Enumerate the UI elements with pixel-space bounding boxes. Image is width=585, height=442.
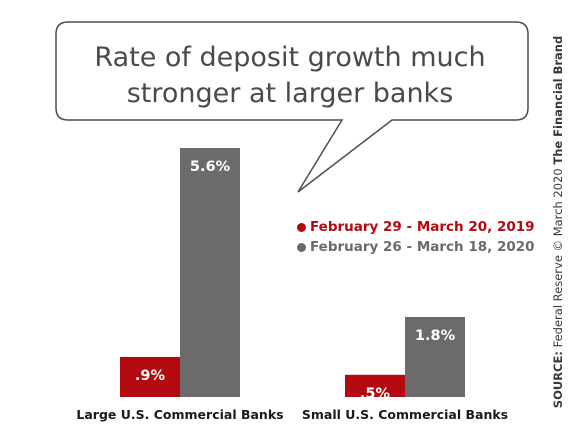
- legend-label-2019: February 29 - March 20, 2019: [310, 219, 535, 235]
- bar-2020-large: [180, 148, 240, 397]
- callout-line-2: stronger at larger banks: [126, 78, 454, 109]
- callout-bubble: [55, 21, 529, 193]
- callout-text: Rate of deposit growth much stronger at …: [70, 40, 510, 112]
- legend-item-2020: February 26 - March 18, 2020: [297, 237, 535, 257]
- bar-value-label: .5%: [360, 386, 391, 402]
- bar-2019-small: [345, 374, 405, 397]
- bar-value-label: .9%: [135, 368, 166, 384]
- category-label: Large U.S. Commercial Banks: [76, 407, 283, 422]
- callout-line-1: Rate of deposit growth much: [94, 42, 486, 73]
- source-text: Federal Reserve © March 2020: [551, 168, 565, 348]
- bar-value-label: 5.6%: [190, 159, 231, 175]
- category-label: Small U.S. Commercial Banks: [302, 407, 508, 422]
- legend: February 29 - March 20, 2019 February 26…: [297, 217, 535, 257]
- legend-swatch-2020: [297, 242, 306, 252]
- legend-item-2019: February 29 - March 20, 2019: [297, 217, 535, 237]
- source-label: SOURCE:: [551, 351, 565, 409]
- bar-value-label: 1.8%: [415, 328, 456, 344]
- legend-label-2020: February 26 - March 18, 2020: [310, 239, 535, 255]
- bar-2020-small: [405, 316, 465, 397]
- source-credit: SOURCE: Federal Reserve © March 2020 The…: [551, 12, 565, 432]
- legend-swatch-2019: [297, 222, 306, 232]
- bar-2019-large: [120, 356, 180, 397]
- brand-name: The Financial Brand: [551, 35, 565, 165]
